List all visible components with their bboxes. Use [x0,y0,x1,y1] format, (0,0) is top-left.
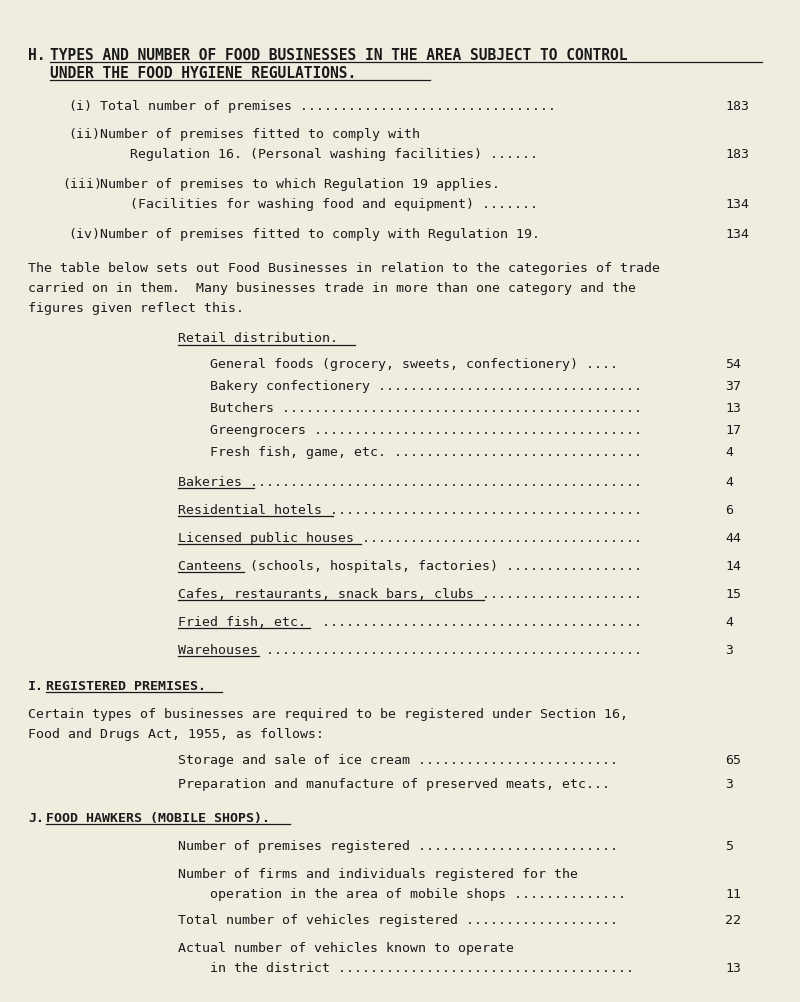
Text: 37: 37 [725,380,741,393]
Text: General foods (grocery, sweets, confectionery) ....: General foods (grocery, sweets, confecti… [210,358,618,371]
Text: 6: 6 [725,503,733,516]
Text: 15: 15 [725,587,741,600]
Text: (Facilities for washing food and equipment) .......: (Facilities for washing food and equipme… [130,197,538,210]
Text: (i): (i) [68,100,92,113]
Text: 134: 134 [725,197,749,210]
Text: Number of premises fitted to comply with Regulation 19.: Number of premises fitted to comply with… [100,227,540,240]
Text: 11: 11 [725,887,741,900]
Text: 14: 14 [725,559,741,572]
Text: J.: J. [28,812,44,825]
Text: Cafes, restaurants, snack bars, clubs ....................: Cafes, restaurants, snack bars, clubs ..… [178,587,642,600]
Text: Regulation 16. (Personal washing facilities) ......: Regulation 16. (Personal washing facilit… [130,148,538,161]
Text: Storage and sale of ice cream .........................: Storage and sale of ice cream ..........… [178,754,618,767]
Text: FOOD HAWKERS (MOBILE SHOPS).: FOOD HAWKERS (MOBILE SHOPS). [46,812,270,825]
Text: Retail distribution.: Retail distribution. [178,332,338,345]
Text: (iv): (iv) [68,227,100,240]
Text: figures given reflect this.: figures given reflect this. [28,302,244,315]
Text: Bakery confectionery .................................: Bakery confectionery ...................… [210,380,642,393]
Text: Number of premises to which Regulation 19 applies.: Number of premises to which Regulation 1… [100,177,500,190]
Text: H.: H. [28,48,46,63]
Text: 183: 183 [725,148,749,161]
Text: Canteens (schools, hospitals, factories) .................: Canteens (schools, hospitals, factories)… [178,559,642,572]
Text: Fried fish, etc.  ........................................: Fried fish, etc. .......................… [178,615,642,628]
Text: Warehouses ...............................................: Warehouses .............................… [178,643,642,656]
Text: 134: 134 [725,227,749,240]
Text: The table below sets out Food Businesses in relation to the categories of trade: The table below sets out Food Businesses… [28,262,660,275]
Text: Butchers .............................................: Butchers ...............................… [210,402,642,415]
Text: 3: 3 [725,643,733,656]
Text: I.: I. [28,679,44,692]
Text: Fresh fish, game, etc. ...............................: Fresh fish, game, etc. .................… [210,446,642,459]
Text: 4: 4 [725,476,733,489]
Text: Actual number of vehicles known to operate: Actual number of vehicles known to opera… [178,941,514,954]
Text: Bakeries .................................................: Bakeries ...............................… [178,476,642,489]
Text: 3: 3 [725,778,733,791]
Text: Number of premises fitted to comply with: Number of premises fitted to comply with [100,128,420,141]
Text: 4: 4 [725,446,733,459]
Text: (iii): (iii) [62,177,102,190]
Text: 183: 183 [725,100,749,113]
Text: Residential hotels .......................................: Residential hotels .....................… [178,503,642,516]
Text: TYPES AND NUMBER OF FOOD BUSINESSES IN THE AREA SUBJECT TO CONTROL: TYPES AND NUMBER OF FOOD BUSINESSES IN T… [50,48,627,63]
Text: 4: 4 [725,615,733,628]
Text: Certain types of businesses are required to be registered under Section 16,: Certain types of businesses are required… [28,707,628,720]
Text: Preparation and manufacture of preserved meats, etc...: Preparation and manufacture of preserved… [178,778,610,791]
Text: Licensed public houses ...................................: Licensed public houses .................… [178,531,642,544]
Text: Total number of premises ................................: Total number of premises ...............… [100,100,556,113]
Text: operation in the area of mobile shops ..............: operation in the area of mobile shops ..… [210,887,626,900]
Text: 17: 17 [725,424,741,437]
Text: 54: 54 [725,358,741,371]
Text: Number of firms and individuals registered for the: Number of firms and individuals register… [178,867,578,880]
Text: 13: 13 [725,402,741,415]
Text: 22: 22 [725,913,741,926]
Text: Greengrocers .........................................: Greengrocers ...........................… [210,424,642,437]
Text: 13: 13 [725,961,741,974]
Text: in the district .....................................: in the district ........................… [210,961,634,974]
Text: carried on in them.  Many businesses trade in more than one category and the: carried on in them. Many businesses trad… [28,282,636,295]
Text: (ii): (ii) [68,128,100,141]
Text: 44: 44 [725,531,741,544]
Text: REGISTERED PREMISES.: REGISTERED PREMISES. [46,679,206,692]
Text: Food and Drugs Act, 1955, as follows:: Food and Drugs Act, 1955, as follows: [28,727,324,740]
Text: Total number of vehicles registered ...................: Total number of vehicles registered ....… [178,913,618,926]
Text: UNDER THE FOOD HYGIENE REGULATIONS.: UNDER THE FOOD HYGIENE REGULATIONS. [50,66,356,81]
Text: 65: 65 [725,754,741,767]
Text: Number of premises registered .........................: Number of premises registered ..........… [178,839,618,852]
Text: 5: 5 [725,839,733,852]
